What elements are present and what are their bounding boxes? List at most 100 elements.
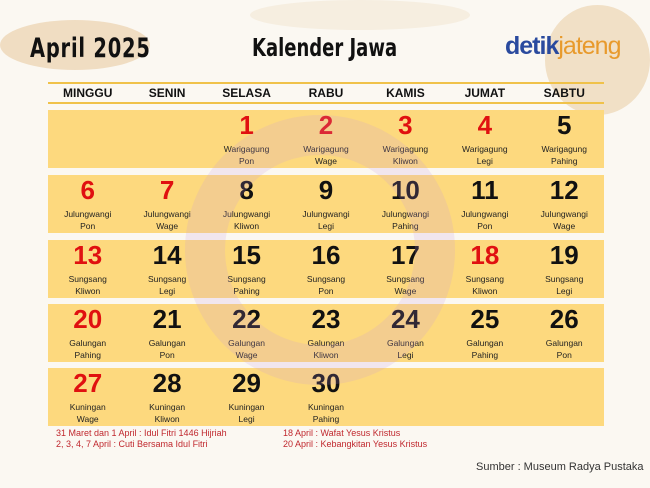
javanese-date: Sungsang Pahing	[207, 273, 286, 297]
day-cell: 25 Galungan Pahing	[445, 304, 524, 362]
pasaran-label: Wage	[156, 221, 179, 231]
pasaran-label: Legi	[476, 156, 493, 166]
javanese-date: Warigagung Pon	[207, 143, 286, 167]
day-cell: 15 Sungsang Pahing	[207, 240, 286, 298]
day-cell: 4 Warigagung Legi	[445, 110, 524, 168]
week-row: 27 Kuningan Wage 28 Kuningan Kliwon 29 Kunin…	[48, 368, 604, 426]
wuku-label: Warigagung	[382, 144, 429, 154]
source-credit: Sumber : Museum Radya Pustaka	[476, 461, 644, 473]
day-number: 4	[477, 110, 493, 140]
batik-ornament	[0, 20, 150, 70]
empty-cell	[525, 368, 604, 426]
javanese-date: Kuningan Wage	[48, 401, 127, 425]
wuku-label: Galungan	[148, 338, 186, 348]
holiday-note: 18 April : Wafat Yesus Kristus	[283, 428, 401, 438]
day-number: 30	[311, 368, 341, 398]
pasaran-label: Legi	[159, 286, 176, 296]
day-cell: 28 Kuningan Kliwon	[127, 368, 206, 426]
day-cell: 24 Galungan Legi	[366, 304, 445, 362]
weekday-jumat: JUMAT	[464, 86, 506, 100]
day-cell: 14 Sungsang Legi	[127, 240, 206, 298]
day-cell: 3 Warigagung Kliwon	[366, 110, 445, 168]
pasaran-label: Legi	[238, 414, 255, 424]
javanese-date: Kuningan Pahing	[286, 401, 365, 425]
day-number: 11	[471, 175, 499, 205]
pasaran-label: Pon	[159, 350, 175, 360]
day-number: 14	[152, 240, 182, 270]
wuku-label: Sungsang	[147, 274, 187, 284]
empty-cell	[445, 368, 524, 426]
wuku-label: Kuningan	[69, 402, 106, 412]
day-cell: 6 Julungwangi Pon	[48, 175, 127, 233]
javanese-date: Sungsang Kliwon	[48, 273, 127, 297]
day-cell: 9 Julungwangi Legi	[286, 175, 365, 233]
pasaran-label: Kliwon	[313, 350, 339, 360]
javanese-date: Julungwangi Pahing	[366, 208, 445, 232]
day-number: 28	[152, 368, 182, 398]
day-cell: 23 Galungan Kliwon	[286, 304, 365, 362]
day-number: 1	[239, 110, 254, 140]
javanese-date: Warigagung Legi	[445, 143, 524, 167]
wuku-label: Galungan	[69, 338, 107, 348]
wuku-label: Warigagung	[303, 144, 349, 154]
wuku-label: Warigagung	[462, 144, 508, 154]
batik-ornament	[250, 0, 470, 30]
pasaran-label: Pahing	[551, 156, 578, 166]
wuku-label: Julungwangi	[461, 209, 509, 219]
day-number: 23	[311, 304, 341, 334]
javanese-date: Sungsang Pon	[286, 273, 365, 297]
javanese-date: Galungan Pahing	[445, 337, 524, 361]
javanese-date: Sungsang Kliwon	[445, 273, 524, 297]
holiday-note: 20 April : Kebangkitan Yesus Kristus	[283, 439, 428, 449]
pasaran-label: Kliwon	[234, 221, 260, 231]
day-cell: 16 Sungsang Pon	[286, 240, 365, 298]
week-row: 6 Julungwangi Pon 7 Julungwangi Wage 8 Julun…	[48, 175, 604, 233]
holiday-note: 31 Maret dan 1 April : Idul Fitri 1446 H…	[56, 428, 227, 438]
javanese-date: Sungsang Legi	[127, 273, 206, 297]
pasaran-label: Pahing	[392, 221, 419, 231]
day-number: 24	[390, 304, 420, 334]
day-cell: 2 Warigagung Wage	[286, 110, 365, 168]
day-cell: 29 Kuningan Legi	[207, 368, 286, 426]
day-number: 8	[239, 175, 254, 205]
weekday-selasa: SELASA	[222, 86, 271, 100]
day-cell: 27 Kuningan Wage	[48, 368, 127, 426]
pasaran-label: Legi	[397, 350, 414, 360]
pasaran-label: Pahing	[471, 350, 499, 360]
day-number: 20	[73, 304, 103, 334]
empty-cell	[48, 110, 127, 168]
wuku-label: Sungsang	[545, 274, 584, 284]
notes-left: 31 Maret dan 1 April : Idul Fitri 1446 H…	[56, 428, 227, 450]
wuku-label: Sungsang	[306, 274, 346, 284]
wuku-label: Julungwangi	[64, 209, 112, 219]
calendar-title: Kalender Jawa	[252, 33, 398, 62]
wuku-label: Galungan	[307, 338, 345, 348]
notes-right: 18 April : Wafat Yesus Kristus 20 April …	[283, 428, 427, 450]
day-cell: 22 Galungan Wage	[207, 304, 286, 362]
day-number: 6	[80, 175, 95, 205]
wuku-label: Kuningan	[149, 402, 186, 412]
weekday-header: MINGGU SENIN SELASA RABU KAMIS JUMAT SABTU	[48, 82, 604, 104]
javanese-date: Julungwangi Kliwon	[207, 208, 286, 232]
day-cell: 30 Kuningan Pahing	[286, 368, 365, 426]
javanese-date: Galungan Kliwon	[286, 337, 365, 361]
day-cell: 26 Galungan Pon	[525, 304, 604, 362]
javanese-date: Galungan Legi	[366, 337, 445, 361]
pasaran-label: Wage	[394, 286, 417, 296]
day-number: 12	[549, 175, 579, 205]
empty-cell	[127, 110, 206, 168]
day-number: 2	[318, 110, 334, 140]
day-number: 13	[73, 240, 103, 270]
pasaran-label: Pon	[477, 221, 493, 231]
day-number: 18	[470, 240, 500, 270]
day-number: 27	[73, 368, 103, 398]
day-number: 19	[549, 240, 579, 270]
day-cell: 10 Julungwangi Pahing	[366, 175, 445, 233]
wuku-label: Julungwangi	[381, 209, 430, 219]
wuku-label: Galungan	[228, 338, 265, 348]
javanese-date: Sungsang Legi	[525, 273, 604, 297]
wuku-label: Kuningan	[308, 402, 344, 412]
javanese-date: Kuningan Legi	[207, 401, 286, 425]
day-cell: 5 Warigagung Pahing	[525, 110, 604, 168]
pasaran-label: Pon	[556, 350, 572, 360]
